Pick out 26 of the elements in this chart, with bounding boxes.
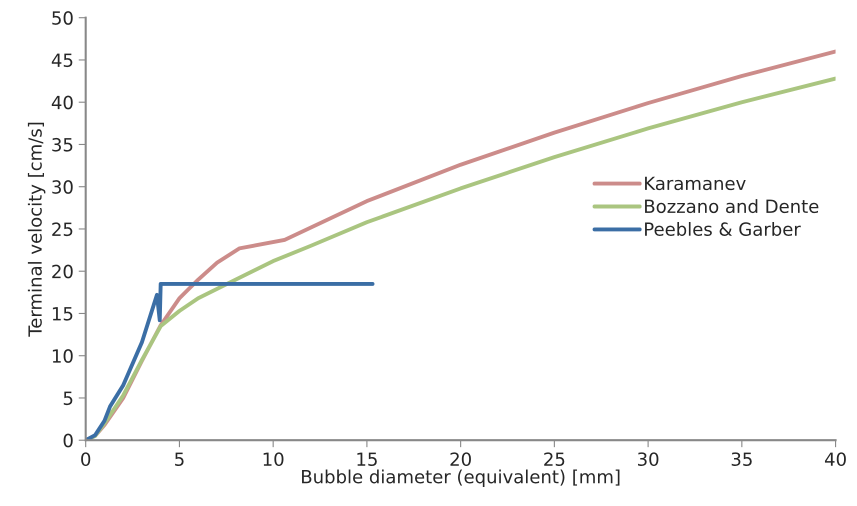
y-tick-label: 10 xyxy=(52,349,73,363)
x-tick-label: 25 xyxy=(544,452,564,466)
y-tick-label: 50 xyxy=(52,11,73,25)
y-tick-label: 0 xyxy=(64,434,73,448)
x-tick-label: 35 xyxy=(732,452,752,466)
legend-label: Peebles & Garber xyxy=(645,222,801,236)
x-tick-label: 0 xyxy=(81,452,90,466)
y-axis-title: Terminal velocity [cm/s] xyxy=(28,122,46,337)
y-tick-label: 15 xyxy=(52,307,72,321)
legend-label: Bozzano and Dente xyxy=(645,199,818,214)
x-tick-label: 5 xyxy=(175,452,184,466)
y-tick-label: 25 xyxy=(52,222,72,236)
x-tick-label: 15 xyxy=(357,452,377,466)
y-tick-label: 35 xyxy=(52,138,72,152)
y-tick-label: 5 xyxy=(64,392,72,406)
y-tick-label: 45 xyxy=(52,54,72,68)
x-tick-label: 20 xyxy=(450,452,471,466)
legend-label: Karamanev xyxy=(645,176,746,190)
line-series xyxy=(86,282,374,440)
x-tick-label: 40 xyxy=(824,452,846,466)
y-tick-label: 30 xyxy=(52,180,73,194)
y-tick-label: 20 xyxy=(52,264,73,278)
x-tick-label: 10 xyxy=(264,452,284,466)
x-tick-label: 30 xyxy=(638,452,658,466)
y-tick-label: 40 xyxy=(52,96,73,110)
x-axis-title: Bubble diameter (equivalent) [mm] xyxy=(302,470,620,487)
